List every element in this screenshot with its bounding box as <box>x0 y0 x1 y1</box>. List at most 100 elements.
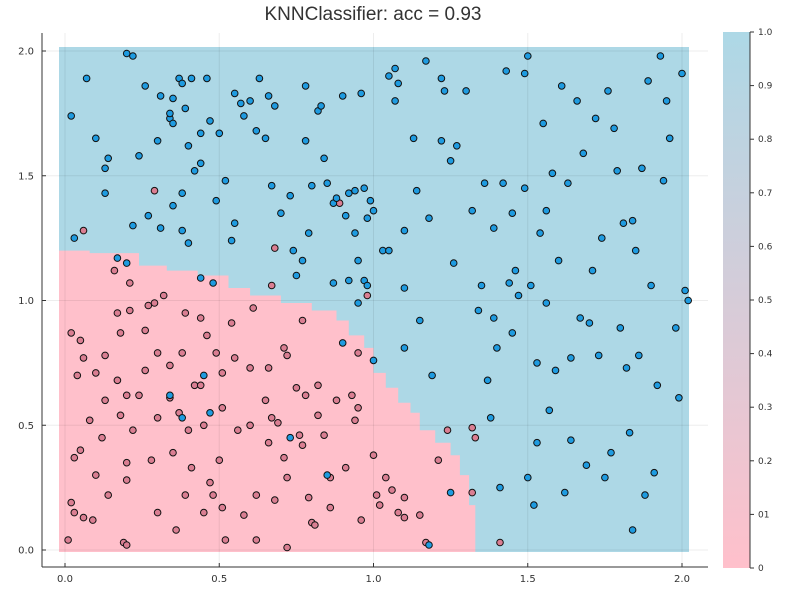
class-0-point-65 <box>221 536 230 544</box>
class-0-point-121 <box>443 426 452 435</box>
class-1-point-112 <box>490 224 498 232</box>
class-0-point-75 <box>261 396 270 405</box>
class-1-point-184 <box>166 391 174 400</box>
colorbar-tick-label-9: 0.9 <box>758 82 773 92</box>
class-0-point-15 <box>98 433 106 442</box>
y-tick-label-2: 1.0 <box>18 296 34 307</box>
class-0-point-35 <box>144 301 153 310</box>
class-0-point-57 <box>203 331 211 340</box>
class-0-point-29 <box>126 306 134 315</box>
class-0-point-0 <box>64 536 72 544</box>
class-1-point-107 <box>477 281 486 290</box>
class-1-point-28 <box>184 142 193 150</box>
class-0-point-55 <box>200 508 208 517</box>
class-0-point-33 <box>141 326 149 335</box>
class-1-point-25 <box>178 79 186 88</box>
class-1-point-153 <box>604 87 612 95</box>
class-0-point-42 <box>166 361 174 370</box>
class-0-point-36 <box>147 456 156 465</box>
class-0-point-20 <box>113 376 122 385</box>
class-0-point-34 <box>141 366 149 375</box>
class-0-point-71 <box>246 364 254 372</box>
class-0-point-4 <box>70 508 79 517</box>
class-0-point-114 <box>388 486 396 494</box>
class-0-point-103 <box>341 463 350 472</box>
class-1-point-24 <box>178 189 186 197</box>
class-1-point-138 <box>557 82 566 90</box>
class-1-point-43 <box>237 99 245 108</box>
class-1-point-49 <box>264 92 273 100</box>
class-1-point-143 <box>573 97 581 105</box>
class-1-point-45 <box>246 97 254 105</box>
class-1-point-2 <box>82 74 91 83</box>
class-0-point-56 <box>200 421 208 430</box>
class-1-point-95 <box>422 57 430 65</box>
class-1-point-163 <box>631 246 640 255</box>
class-1-point-58 <box>304 229 313 237</box>
class-0-point-96 <box>314 411 322 420</box>
class-0-point-30 <box>122 476 131 484</box>
class-1-point-156 <box>613 167 622 175</box>
colorbar: 0 01 0.2 0.3 0.4 0.5 0.6 0.7 0.8 0.9 1.0 <box>723 28 773 574</box>
class-0-point-125 <box>496 538 504 547</box>
class-1-point-132 <box>542 299 551 307</box>
class-1-point-130 <box>536 229 544 237</box>
class-1-point-3 <box>92 134 100 143</box>
class-1-point-64 <box>329 279 338 287</box>
class-0-point-107 <box>354 349 362 357</box>
class-1-point-181 <box>267 181 276 190</box>
class-1-point-97 <box>428 371 436 380</box>
class-0-point-47 <box>178 349 186 357</box>
class-0-point-79 <box>267 281 276 290</box>
class-1-point-11 <box>129 221 137 230</box>
class-1-point-126 <box>527 281 535 290</box>
class-1-point-186 <box>200 371 208 380</box>
class-1-point-76 <box>357 89 366 98</box>
class-1-point-168 <box>647 281 655 290</box>
class-1-point-4 <box>101 164 109 173</box>
class-1-point-32 <box>196 129 205 138</box>
y-axis: 0.0 0.5 1.0 1.5 2.0 <box>18 33 46 567</box>
class-1-point-10 <box>129 52 137 60</box>
class-0-point-23 <box>116 411 125 420</box>
class-1-point-110 <box>486 414 495 422</box>
class-1-point-1 <box>70 234 79 242</box>
class-1-point-17 <box>156 92 165 100</box>
y-tick-label-1: 0.5 <box>18 421 34 432</box>
class-1-point-67 <box>338 339 347 347</box>
class-1-point-98 <box>437 74 446 83</box>
class-1-point-145 <box>579 149 588 158</box>
class-1-point-134 <box>545 406 554 415</box>
class-1-point-5 <box>101 189 109 197</box>
class-0-point-74 <box>252 491 261 499</box>
class-1-point-116 <box>502 67 511 75</box>
class-1-point-79 <box>363 281 372 290</box>
class-1-point-120 <box>511 266 520 275</box>
class-1-point-127 <box>530 501 538 509</box>
class-1-point-166 <box>641 491 649 499</box>
class-0-point-104 <box>348 391 356 400</box>
class-0-point-116 <box>400 493 409 502</box>
class-0-point-112 <box>375 501 384 509</box>
class-0-point-7 <box>76 336 85 345</box>
class-1-point-70 <box>345 276 353 285</box>
class-0-point-61 <box>215 456 224 465</box>
class-0-point-66 <box>227 319 236 327</box>
class-0-point-40 <box>153 349 162 357</box>
class-1-point-34 <box>203 74 211 83</box>
class-1-point-94 <box>416 316 424 325</box>
class-0-point-11 <box>85 416 94 425</box>
colorbar-tick-label-7: 0.7 <box>758 189 772 199</box>
class-1-point-172 <box>659 176 668 185</box>
class-1-point-7 <box>113 254 122 262</box>
class-1-point-87 <box>391 97 399 105</box>
class-1-point-189 <box>425 541 433 549</box>
class-0-point-25 <box>122 541 131 549</box>
class-1-point-99 <box>437 137 446 145</box>
class-1-point-55 <box>298 256 307 265</box>
class-0-point-117 <box>400 513 409 522</box>
class-1-point-20 <box>169 94 177 103</box>
class-0-point-85 <box>283 473 291 482</box>
class-1-point-19 <box>166 109 174 118</box>
class-1-point-81 <box>366 196 375 205</box>
